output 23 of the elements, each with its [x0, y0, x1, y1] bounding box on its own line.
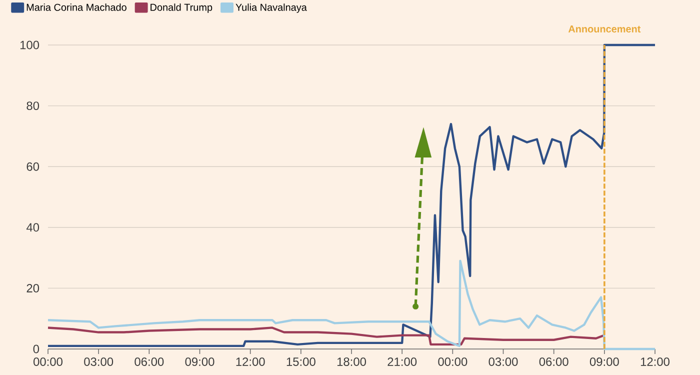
legend-label: Maria Corina Machado: [26, 4, 126, 11]
y-tick-label: 20: [26, 284, 40, 292]
y-tick-label: 100: [20, 40, 40, 50]
x-tick-label: 06:00: [539, 358, 568, 366]
y-tick-label: 60: [26, 162, 40, 171]
x-tick-label: 06:00: [134, 358, 164, 366]
x-tick-label: 12:00: [640, 358, 670, 366]
ref-line-label: Announcement: [568, 26, 641, 33]
x-tick-label: 09:00: [185, 358, 214, 366]
y-tick-label: 80: [26, 102, 40, 110]
y-tick-label: 0: [33, 344, 40, 354]
x-tick-label: 12:00: [236, 358, 265, 366]
x-tick-label: 00:00: [438, 358, 468, 366]
legend-label: Donald Trump: [150, 4, 212, 13]
x-tick-label: 21:00: [388, 358, 417, 366]
x-tick-label: 03:00: [488, 358, 518, 366]
x-tick-label: 15:00: [286, 358, 316, 366]
y-tick-label: 40: [26, 223, 40, 232]
legend-label: Yulia Navalnaya: [236, 4, 307, 13]
x-tick-label: 18:00: [337, 358, 366, 366]
x-tick-label: 00:00: [34, 358, 62, 366]
x-tick-label: 03:00: [84, 358, 114, 366]
x-tick-label: 09:00: [590, 358, 619, 366]
